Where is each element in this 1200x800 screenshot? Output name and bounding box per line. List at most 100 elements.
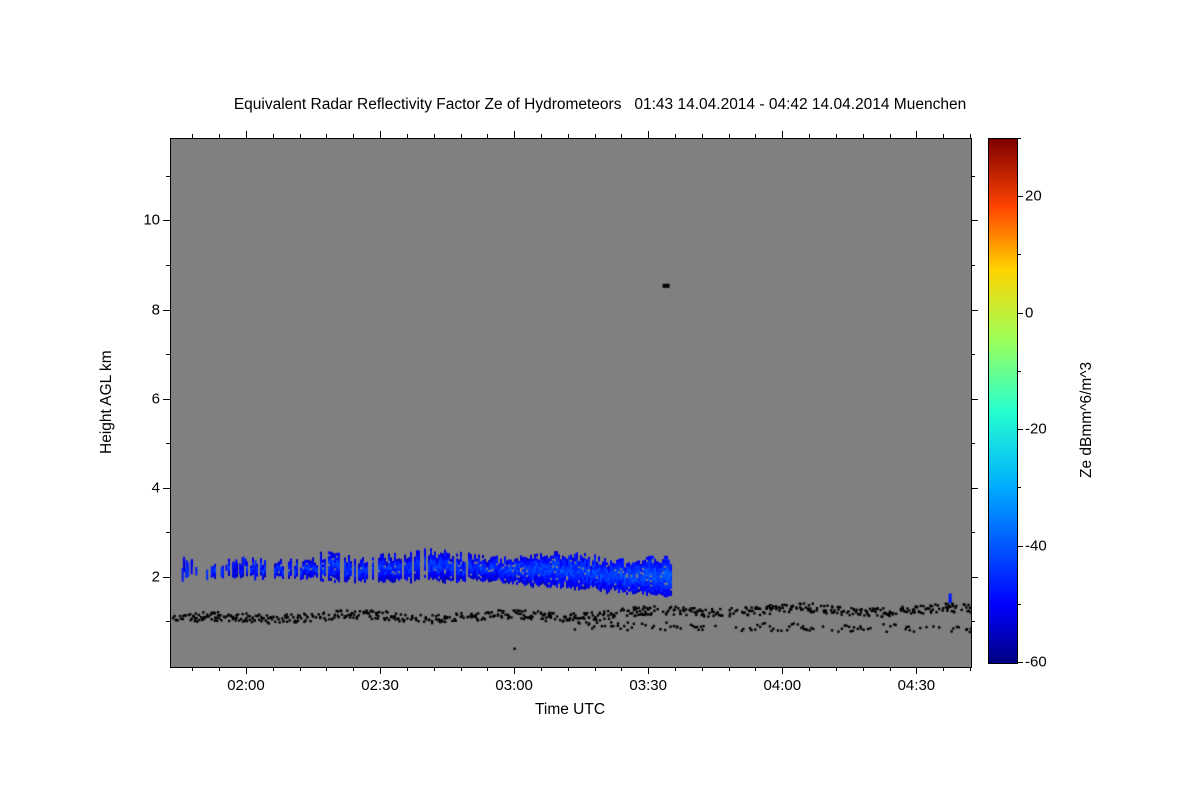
- x-tick-minor: [192, 667, 194, 671]
- y-tick-label: 10: [143, 211, 160, 229]
- y-tick-minor: [166, 264, 170, 266]
- y-tick-major: [163, 398, 170, 400]
- x-tick-minor: [433, 134, 435, 138]
- x-tick-minor: [487, 134, 489, 138]
- x-tick-minor: [701, 134, 703, 138]
- x-tick-major: [782, 667, 784, 674]
- y-tick-minor: [971, 175, 975, 177]
- y-tick-major: [163, 309, 170, 311]
- x-tick-minor: [272, 134, 274, 138]
- x-tick-minor: [701, 667, 703, 671]
- y-tick-label: 8: [151, 301, 160, 319]
- x-tick-label: 02:30: [361, 677, 399, 694]
- x-tick-minor: [755, 667, 757, 671]
- x-tick-major: [245, 667, 247, 674]
- x-tick-minor: [970, 667, 971, 671]
- colorbar-tick-major: [1017, 545, 1023, 547]
- y-tick-minor: [166, 621, 170, 623]
- x-tick-minor: [487, 667, 489, 671]
- x-tick-minor: [567, 667, 569, 671]
- y-tick-major: [163, 487, 170, 489]
- x-tick-minor: [809, 667, 811, 671]
- x-tick-minor: [406, 667, 408, 671]
- y-tick-label: 4: [151, 479, 160, 497]
- x-tick-minor: [755, 134, 757, 138]
- x-tick-minor: [862, 134, 864, 138]
- x-tick-minor: [943, 667, 945, 671]
- y-tick-minor: [166, 175, 170, 177]
- x-tick-minor: [675, 134, 677, 138]
- x-tick-minor: [353, 134, 355, 138]
- figure-title: Equivalent Radar Reflectivity Factor Ze …: [233, 96, 967, 113]
- colorbar-tick-label: 20: [1025, 187, 1042, 205]
- x-tick-minor: [219, 134, 221, 138]
- y-tick-major: [163, 220, 170, 222]
- colorbar-tick-minor: [1017, 254, 1021, 256]
- x-tick-minor: [943, 134, 945, 138]
- y-axis-label: Height AGL km: [98, 350, 115, 454]
- x-tick-minor: [889, 667, 891, 671]
- x-tick-minor: [728, 667, 730, 671]
- x-tick-major: [916, 667, 918, 674]
- x-tick-label: 04:00: [763, 677, 802, 694]
- colorbar[interactable]: [988, 138, 1018, 664]
- y-tick-minor: [971, 532, 975, 534]
- y-tick-label: 6: [151, 390, 160, 408]
- x-axis-label: Time UTC: [534, 701, 606, 718]
- x-tick-minor: [567, 134, 569, 138]
- y-tick-minor: [971, 354, 975, 356]
- y-tick-major: [163, 576, 170, 578]
- x-tick-minor: [862, 667, 864, 671]
- x-tick-major: [380, 131, 382, 138]
- colorbar-gradient: [989, 139, 1017, 663]
- y-tick-minor: [166, 443, 170, 445]
- x-tick-minor: [621, 134, 623, 138]
- x-tick-minor: [889, 134, 891, 138]
- x-tick-major: [648, 667, 650, 674]
- colorbar-tick-minor: [1017, 487, 1021, 489]
- x-tick-minor: [433, 667, 435, 671]
- colorbar-tick-major: [1017, 312, 1023, 314]
- x-tick-minor: [540, 667, 542, 671]
- x-tick-minor: [675, 667, 677, 671]
- x-tick-minor: [460, 134, 462, 138]
- x-tick-label: 03:00: [495, 677, 533, 694]
- x-tick-major: [245, 131, 247, 138]
- x-tick-major: [648, 131, 650, 138]
- x-tick-minor: [835, 667, 837, 671]
- y-tick-minor: [166, 354, 170, 356]
- colorbar-tick-minor: [1017, 370, 1021, 372]
- colorbar-label: Ze dBmm^6/m^3: [1078, 361, 1095, 478]
- colorbar-tick-label: -60: [1025, 653, 1047, 671]
- x-tick-minor: [353, 667, 355, 671]
- x-tick-minor: [299, 134, 301, 138]
- x-tick-minor: [594, 667, 596, 671]
- x-tick-minor: [272, 667, 274, 671]
- colorbar-tick-minor: [1017, 138, 1021, 139]
- x-tick-minor: [299, 667, 301, 671]
- y-tick-minor: [971, 264, 975, 266]
- x-tick-major: [380, 667, 382, 674]
- x-tick-label: 04:30: [897, 677, 936, 694]
- y-tick-label: 2: [151, 568, 160, 586]
- plot-area[interactable]: [170, 138, 972, 668]
- x-tick-minor: [621, 667, 623, 671]
- y-tick-major: [971, 576, 978, 578]
- x-tick-minor: [192, 134, 194, 138]
- colorbar-tick-minor: [1017, 603, 1021, 605]
- x-tick-minor: [970, 134, 971, 138]
- x-tick-major: [916, 131, 918, 138]
- x-tick-minor: [594, 134, 596, 138]
- y-tick-major: [971, 220, 978, 222]
- x-tick-minor: [728, 134, 730, 138]
- x-tick-minor: [326, 134, 328, 138]
- y-tick-minor: [166, 532, 170, 534]
- x-tick-minor: [326, 667, 328, 671]
- y-tick-major: [971, 487, 978, 489]
- x-tick-minor: [219, 667, 221, 671]
- colorbar-tick-major: [1017, 662, 1023, 663]
- x-tick-minor: [460, 667, 462, 671]
- y-tick-minor: [971, 621, 975, 623]
- colorbar-tick-label: -40: [1025, 537, 1047, 555]
